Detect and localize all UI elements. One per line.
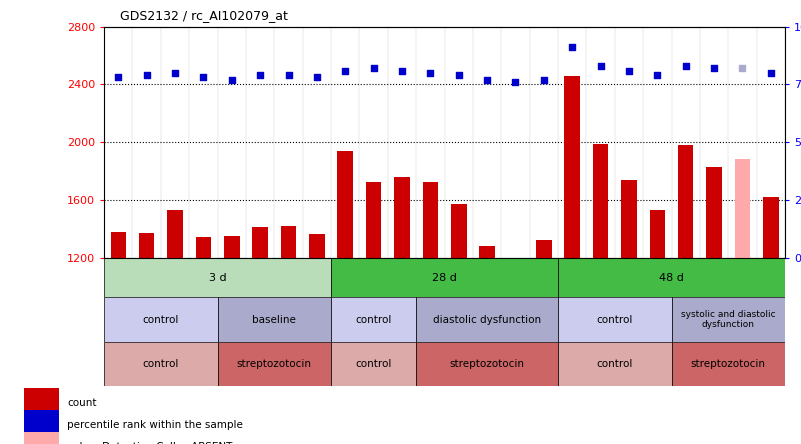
Point	[566, 44, 578, 51]
Bar	[331, 258, 558, 297]
Text: systolic and diastolic
dysfunction: systolic and diastolic dysfunction	[681, 310, 775, 329]
Bar	[366, 182, 381, 258]
Bar	[331, 297, 417, 342]
Text: percentile rank within the sample: percentile rank within the sample	[67, 420, 243, 430]
Text: 48 d: 48 d	[659, 273, 684, 282]
Text: streptozotocin: streptozotocin	[690, 359, 766, 369]
Bar	[423, 182, 438, 258]
Point	[140, 71, 153, 79]
Bar	[479, 246, 495, 258]
Bar	[218, 342, 331, 386]
Bar	[111, 232, 126, 258]
Bar	[558, 342, 671, 386]
Text: 28 d: 28 d	[432, 273, 457, 282]
Point	[651, 71, 664, 79]
Bar	[104, 297, 218, 342]
Bar	[104, 342, 218, 386]
Bar	[650, 210, 665, 258]
Point	[112, 74, 125, 81]
Point	[311, 74, 324, 81]
Text: control: control	[356, 315, 392, 325]
Point	[225, 76, 238, 83]
Point	[622, 67, 635, 74]
Bar	[252, 227, 268, 258]
Bar	[558, 297, 671, 342]
Point	[736, 65, 749, 72]
Bar	[309, 234, 324, 258]
Text: control: control	[597, 359, 633, 369]
Point	[707, 65, 720, 72]
Point	[594, 62, 607, 69]
Bar	[735, 159, 751, 258]
Point	[453, 71, 465, 79]
Bar	[417, 342, 558, 386]
Text: diastolic dysfunction: diastolic dysfunction	[433, 315, 541, 325]
Text: control: control	[356, 359, 392, 369]
Bar	[24, 410, 59, 440]
Bar	[558, 258, 785, 297]
Text: control: control	[143, 359, 179, 369]
Point	[197, 74, 210, 81]
Point	[396, 67, 409, 74]
Text: streptozotocin: streptozotocin	[237, 359, 312, 369]
Bar	[417, 297, 558, 342]
Bar	[24, 388, 59, 418]
Point	[367, 65, 380, 72]
Point	[169, 69, 182, 76]
Bar	[565, 76, 580, 258]
Bar	[224, 236, 239, 258]
Bar	[593, 143, 609, 258]
Bar	[167, 210, 183, 258]
Bar	[394, 177, 410, 258]
Text: value, Detection Call = ABSENT: value, Detection Call = ABSENT	[67, 442, 232, 444]
Bar	[218, 297, 331, 342]
Point	[254, 71, 267, 79]
Text: GDS2132 / rc_AI102079_at: GDS2132 / rc_AI102079_at	[120, 9, 288, 22]
Bar	[671, 297, 785, 342]
Bar	[337, 151, 353, 258]
Bar	[536, 240, 552, 258]
Bar	[24, 432, 59, 444]
Bar	[195, 238, 211, 258]
Bar	[139, 233, 155, 258]
Bar	[671, 342, 785, 386]
Text: control: control	[143, 315, 179, 325]
Point	[764, 69, 777, 76]
Text: control: control	[597, 315, 633, 325]
Point	[537, 76, 550, 83]
Bar	[104, 258, 331, 297]
Bar	[451, 204, 466, 258]
Bar	[678, 145, 694, 258]
Bar	[763, 197, 779, 258]
Bar	[621, 180, 637, 258]
Text: streptozotocin: streptozotocin	[449, 359, 525, 369]
Text: baseline: baseline	[252, 315, 296, 325]
Bar	[280, 226, 296, 258]
Point	[339, 67, 352, 74]
Point	[424, 69, 437, 76]
Bar	[331, 342, 417, 386]
Point	[679, 62, 692, 69]
Point	[481, 76, 493, 83]
Point	[282, 71, 295, 79]
Point	[509, 79, 522, 86]
Text: 3 d: 3 d	[209, 273, 227, 282]
Bar	[706, 166, 722, 258]
Text: count: count	[67, 398, 96, 408]
